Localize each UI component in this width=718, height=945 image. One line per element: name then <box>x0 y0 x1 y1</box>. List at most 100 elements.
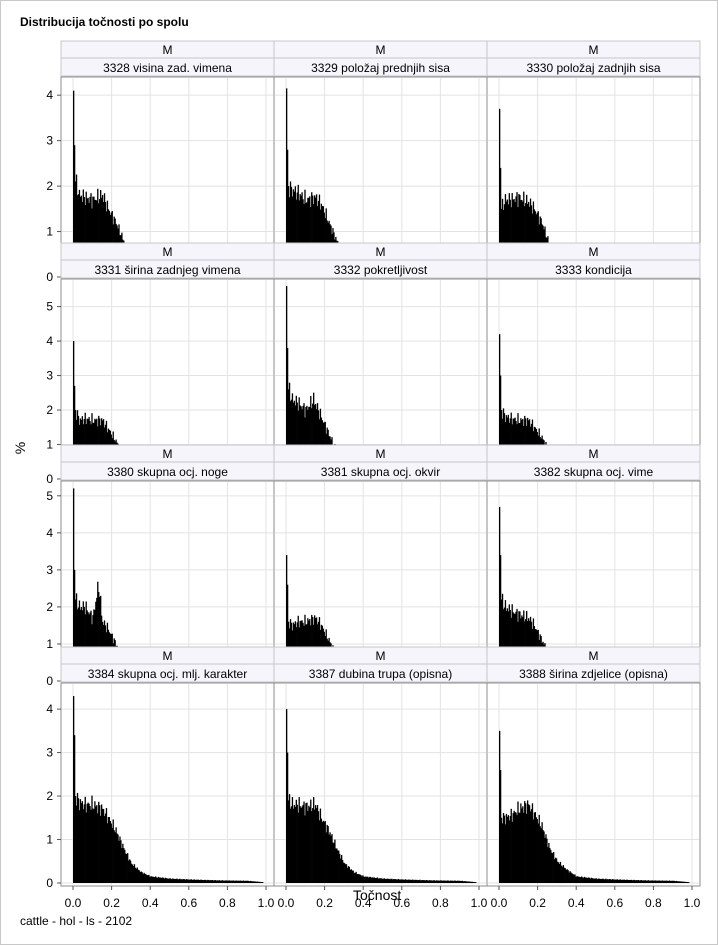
histogram-bar <box>238 880 241 883</box>
histogram-bar <box>397 878 400 883</box>
histogram-bar <box>291 196 294 277</box>
histogram-bar <box>312 195 314 277</box>
histogram-bar <box>295 199 297 277</box>
histogram-bar <box>132 866 135 883</box>
histogram-bar <box>652 880 654 883</box>
histogram-bar <box>84 796 86 883</box>
histogram-bar <box>507 815 509 883</box>
histogram-bar <box>301 806 303 883</box>
histogram-bar <box>385 879 387 883</box>
histogram-bar <box>169 878 171 883</box>
histogram-bar <box>242 880 245 883</box>
histogram-bar <box>634 880 636 883</box>
histogram-bar <box>88 803 90 883</box>
histogram-bar <box>534 812 537 883</box>
histogram-bar <box>131 864 134 883</box>
histogram-bar <box>400 879 403 883</box>
histogram-bar <box>653 880 655 883</box>
histogram-bar <box>99 805 101 883</box>
histogram-bar <box>581 876 583 883</box>
histogram-bar <box>378 878 380 883</box>
histogram-bar <box>76 195 79 277</box>
histogram-bar <box>218 880 221 883</box>
y-tick-label: 4 <box>46 526 53 540</box>
histogram-bar <box>569 871 571 883</box>
histogram-bar <box>499 730 501 883</box>
histogram-bar <box>118 840 120 883</box>
histogram-bar <box>314 404 317 479</box>
histogram-bar <box>688 882 690 883</box>
histogram-bar <box>517 801 519 883</box>
histogram-bar <box>655 880 657 883</box>
histogram-bar <box>636 880 639 883</box>
histogram-bar <box>564 868 566 883</box>
histogram-bar <box>343 863 346 883</box>
histogram-bar <box>211 879 214 883</box>
histogram-bar <box>86 198 88 277</box>
histogram-bar <box>613 879 616 883</box>
y-tick-label: 3 <box>46 746 53 760</box>
histogram-bar <box>368 877 370 883</box>
histogram-bar <box>547 847 549 883</box>
histogram-bar <box>341 859 344 883</box>
histogram-bar <box>669 880 672 883</box>
histogram-bar <box>90 610 92 681</box>
histogram-bar <box>409 879 411 883</box>
histogram-bar <box>435 880 437 883</box>
histogram-bar <box>320 203 323 277</box>
histogram-bar <box>444 880 446 883</box>
histogram-bar <box>670 880 673 883</box>
histogram-bar <box>676 881 678 883</box>
histogram-bar <box>93 609 95 681</box>
y-tick-label: 0 <box>46 674 53 688</box>
histogram-bar <box>88 202 90 277</box>
histogram-bar <box>511 821 513 883</box>
histogram-bar <box>73 735 76 883</box>
histogram-bar <box>674 881 676 883</box>
panel-11: M 3387 dubina trupa (opisna) 0.0 0.2 0.4 0.6 0… <box>273 646 488 910</box>
histogram-bar <box>499 334 501 479</box>
histogram-bar <box>527 804 530 883</box>
x-tick-label: 0.8 <box>645 896 662 910</box>
histogram-bar <box>420 880 422 883</box>
histogram-bar <box>500 817 503 883</box>
histogram-bar <box>471 881 473 883</box>
histogram-bar <box>81 801 83 883</box>
histogram-bar <box>391 878 393 883</box>
histogram-bar <box>677 881 679 883</box>
histogram-bar <box>97 581 99 681</box>
panel-12: M 3388 širina zdjelice (opisna) 0.0 0.2 0.4 0… <box>486 646 701 910</box>
histogram-bar <box>77 607 80 681</box>
histogram-bar <box>337 850 339 883</box>
histogram-bar <box>373 877 376 883</box>
histogram-bar <box>411 879 413 883</box>
histogram-bar <box>499 555 502 681</box>
histogram-bar <box>657 880 659 883</box>
histogram-bar <box>201 880 203 883</box>
histogram-bar <box>627 880 629 883</box>
y-tick-label: 5 <box>46 300 53 314</box>
histogram-bar <box>357 873 359 883</box>
histogram-bar <box>89 806 91 883</box>
histogram-bar <box>662 880 664 883</box>
histogram-bar <box>358 874 360 883</box>
histogram-bar <box>460 880 462 883</box>
histogram-bar <box>219 880 221 883</box>
histogram-bar <box>619 879 621 883</box>
histogram-bar <box>128 859 131 883</box>
histogram-bar <box>319 408 322 479</box>
histogram-bar <box>574 874 576 883</box>
histogram-bar <box>348 866 351 883</box>
histogram-bar <box>551 852 553 883</box>
histogram-bar <box>377 878 379 883</box>
histogram-bar <box>286 88 288 277</box>
histogram-bar <box>296 402 298 479</box>
histogram-bar <box>526 813 528 883</box>
histogram-bar <box>257 881 259 883</box>
histogram-bar <box>431 880 434 883</box>
histogram-bar <box>226 880 228 883</box>
histogram-bar <box>433 880 435 883</box>
histogram-bar <box>200 879 202 883</box>
histogram-bar <box>288 794 291 883</box>
x-tick-label: 0.6 <box>606 896 623 910</box>
